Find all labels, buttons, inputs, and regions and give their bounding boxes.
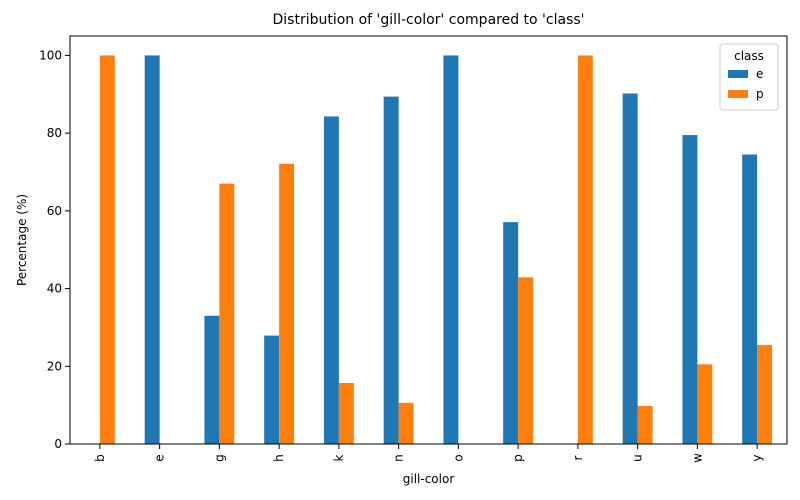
y-tick-label-60: 60 (47, 204, 62, 218)
bar-e-y (742, 154, 758, 444)
plot-area: b e g h k n o p r u w y 0 20 40 60 80 100 (39, 35, 788, 463)
x-tick-label-b: b (93, 454, 107, 462)
legend-swatch-e (728, 70, 748, 78)
bar-e-u (622, 93, 638, 444)
x-tick-label-u: u (631, 454, 645, 462)
y-tick-label-100: 100 (39, 48, 62, 62)
bar-e-g (204, 315, 220, 444)
x-tick-label-o: o (451, 454, 465, 461)
x-tick-label-e: e (153, 454, 167, 461)
legend-swatch-p (728, 90, 748, 98)
x-tick-label-r: r (571, 455, 585, 460)
y-axis-label: Percentage (%) (15, 194, 29, 286)
axes-frame (69, 35, 788, 445)
bar-p-g (219, 183, 235, 444)
x-tick-label-p: p (511, 454, 525, 462)
y-tick-label-0: 0 (54, 437, 62, 451)
bar-e-n (383, 96, 399, 445)
x-tick-label-w: w (690, 453, 704, 463)
bar-p-r (577, 55, 593, 445)
bar-e-k (323, 116, 339, 445)
x-tick-label-h: h (272, 454, 286, 462)
bar-e-h (264, 335, 280, 444)
x-tick-label-n: n (392, 454, 406, 462)
chart-title: Distribution of 'gill-color' compared to… (272, 12, 584, 28)
y-tick-label-40: 40 (47, 282, 62, 296)
bar-e-w (682, 135, 698, 444)
y-tick-label-80: 80 (47, 126, 62, 140)
legend-title: class (734, 49, 764, 63)
bar-e-p (503, 222, 519, 444)
bar-e-e (144, 55, 160, 445)
bar-p-y (757, 344, 773, 444)
bar-p-n (398, 402, 414, 444)
x-tick-label-g: g (212, 454, 226, 462)
x-axis-label: gill-color (403, 472, 455, 486)
bar-p-w (697, 364, 713, 444)
x-tick-label-y: y (750, 454, 764, 461)
legend: class ep (719, 43, 779, 111)
bar-p-k (338, 382, 354, 444)
bar-p-p (518, 277, 534, 444)
bar-e-o (443, 55, 459, 445)
legend-label-e: e (756, 67, 763, 81)
bar-p-h (279, 163, 295, 444)
bar-p-u (637, 405, 653, 444)
legend-label-p: p (756, 87, 764, 101)
x-tick-label-k: k (332, 454, 346, 461)
bar-p-b (99, 55, 115, 445)
y-tick-label-20: 20 (47, 359, 62, 373)
